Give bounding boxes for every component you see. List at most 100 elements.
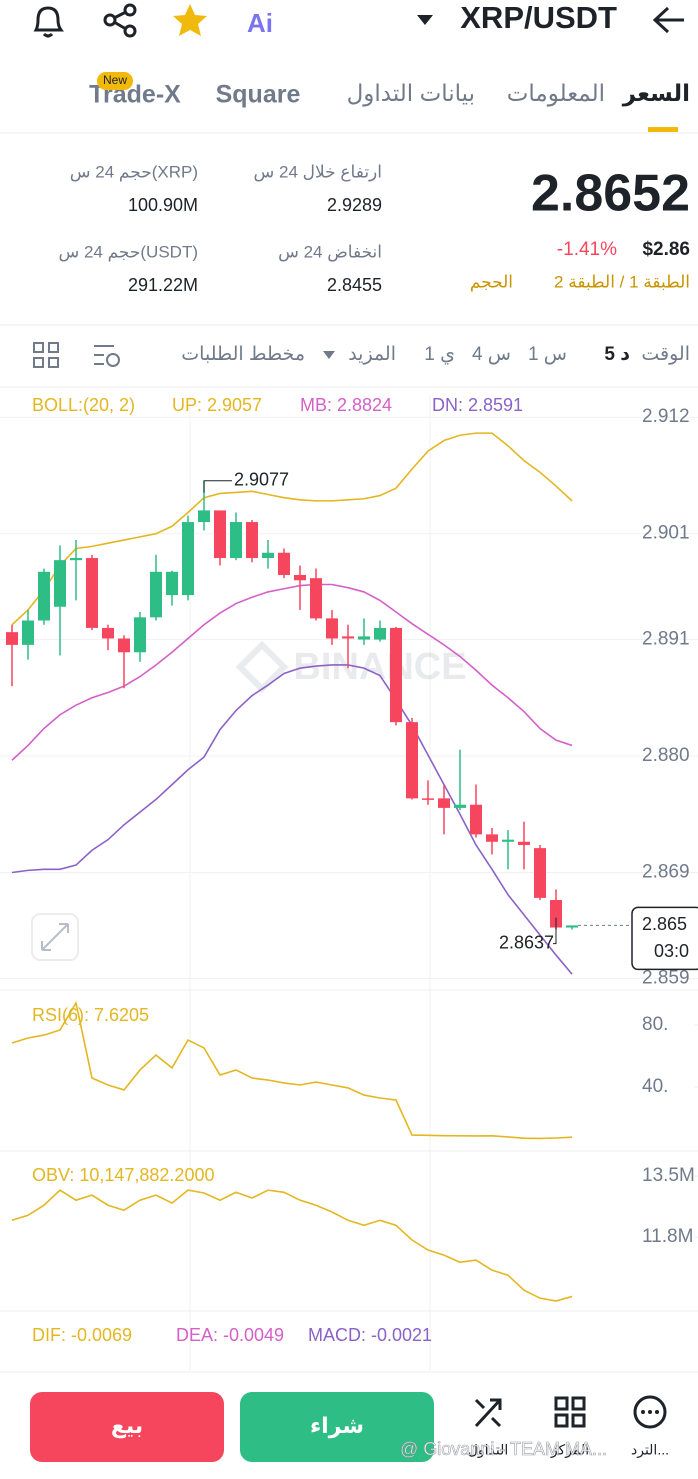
pair-dropdown-caret[interactable] bbox=[417, 15, 433, 25]
tool-label[interactable]: التداول bbox=[468, 1442, 509, 1459]
y-tick-label: 2.891 bbox=[642, 629, 690, 650]
time-label: الوقت bbox=[641, 344, 690, 365]
tab[interactable]: المعلومات bbox=[507, 80, 605, 107]
high-marker bbox=[203, 480, 232, 493]
legend-label: MACD: -0.0021 bbox=[308, 1325, 432, 1345]
tab[interactable]: Square bbox=[216, 81, 301, 109]
y-tick-label: 2.901 bbox=[642, 523, 690, 544]
share-icon[interactable] bbox=[103, 3, 137, 38]
legend-label: MB: 2.8824 bbox=[300, 395, 392, 415]
watermark-text: BINANCE bbox=[293, 646, 466, 688]
legend-label: UP: 2.9057 bbox=[172, 395, 262, 415]
candle-body bbox=[486, 834, 498, 842]
candle-body bbox=[422, 798, 434, 800]
usd-price: $2.86 bbox=[642, 239, 690, 260]
buy-button[interactable] bbox=[240, 1392, 434, 1462]
buy-label[interactable]: شراء bbox=[310, 1413, 364, 1439]
indicator-line bbox=[11, 1189, 573, 1302]
candle-body bbox=[550, 900, 562, 928]
ai-button[interactable]: Ai bbox=[247, 8, 273, 38]
candle-body bbox=[438, 798, 450, 808]
candle-body bbox=[454, 804, 466, 808]
indicator-settings-icon[interactable] bbox=[94, 345, 120, 367]
low-marker bbox=[553, 917, 557, 945]
candle-body bbox=[262, 552, 274, 559]
tab-indicator bbox=[648, 127, 678, 132]
candle-body bbox=[70, 558, 82, 561]
interval[interactable]: 1 ي bbox=[424, 344, 455, 365]
y-tick-label: 13.5M bbox=[642, 1165, 695, 1186]
sell-label[interactable]: بيع bbox=[111, 1413, 143, 1439]
candle-body bbox=[374, 627, 386, 640]
countdown-label: 03:0 bbox=[654, 941, 689, 961]
last-price-label: 2.865 bbox=[642, 914, 687, 934]
tab[interactable]: بيانات التداول bbox=[347, 80, 475, 107]
position-icon[interactable] bbox=[554, 1396, 586, 1428]
new-badge bbox=[97, 72, 133, 90]
more-icon[interactable] bbox=[633, 1395, 667, 1429]
indicator-title: BOLL:(20, 2) bbox=[32, 395, 135, 415]
candle-body bbox=[358, 636, 370, 640]
candle-body bbox=[150, 571, 162, 618]
y-tick-label: 40. bbox=[642, 1076, 668, 1097]
candle-body bbox=[86, 558, 98, 628]
more-caret bbox=[323, 351, 335, 359]
trade-tool-icon[interactable] bbox=[474, 1398, 502, 1428]
back-arrow[interactable] bbox=[652, 6, 684, 34]
candle-body bbox=[406, 722, 418, 799]
favorite-star[interactable] bbox=[173, 4, 207, 36]
legend-label: DEA: -0.0049 bbox=[176, 1325, 284, 1345]
stat-value: 2.8455 bbox=[327, 275, 382, 295]
layers-link[interactable]: الطبقة 1 / الطبقة 2 bbox=[554, 272, 690, 291]
last-price-box bbox=[631, 906, 698, 971]
fullscreen-button[interactable] bbox=[31, 913, 79, 961]
stat-label: حجم 24 س(USDT) bbox=[58, 242, 198, 262]
stat-label: حجم 24 س(XRP) bbox=[70, 162, 198, 182]
candle-body bbox=[502, 839, 514, 842]
candle-body bbox=[566, 925, 578, 928]
depth-chart-tab[interactable]: مخطط الطلبات bbox=[181, 344, 305, 365]
candle-body bbox=[182, 522, 194, 596]
boll-line bbox=[11, 583, 573, 761]
y-tick-label: 80. bbox=[642, 1014, 668, 1035]
tool-label[interactable]: الترد... bbox=[631, 1442, 669, 1459]
stat-label: ارتفاع خلال 24 س bbox=[254, 162, 382, 182]
interval-active[interactable]: 5 د bbox=[604, 344, 630, 365]
price-change: -1.41% bbox=[557, 239, 617, 260]
interval[interactable]: 4 س bbox=[472, 344, 511, 365]
stat-value: 291.22M bbox=[128, 275, 198, 295]
stat-value: 2.9289 bbox=[327, 195, 382, 215]
high-label: 2.9077 bbox=[234, 470, 289, 490]
legend-label: DN: 2.8591 bbox=[432, 395, 523, 415]
low-label: 2.8637 bbox=[499, 932, 554, 952]
binance-watermark bbox=[235, 640, 289, 694]
candle-body bbox=[230, 522, 242, 559]
tab-active[interactable]: السعر bbox=[622, 80, 690, 107]
interval[interactable]: 1 س bbox=[528, 344, 567, 365]
candle-body bbox=[214, 510, 226, 559]
y-tick-label: 11.8M bbox=[642, 1226, 693, 1247]
bell-icon[interactable] bbox=[33, 6, 64, 38]
candle-body bbox=[342, 636, 354, 639]
last-price: 2.8652 bbox=[531, 165, 690, 223]
candle-body bbox=[294, 574, 306, 581]
y-tick-label: 2.880 bbox=[642, 745, 690, 766]
volume-link[interactable]: الحجم bbox=[470, 272, 513, 292]
candle-body bbox=[54, 560, 66, 607]
pair-title[interactable]: XRP/USDT bbox=[460, 0, 617, 35]
new-badge-text: New bbox=[103, 73, 127, 87]
candle-body bbox=[470, 804, 482, 835]
more-dropdown[interactable]: المزيد bbox=[348, 344, 396, 365]
candle-body bbox=[198, 510, 210, 523]
indicator-line bbox=[11, 1000, 573, 1140]
tool-label[interactable]: المركز bbox=[550, 1442, 589, 1459]
candle-body bbox=[518, 841, 530, 845]
chart-frame bbox=[0, 395, 698, 1370]
layout-icon[interactable] bbox=[33, 342, 59, 368]
sell-button[interactable] bbox=[30, 1392, 224, 1462]
candle-body bbox=[310, 578, 322, 619]
credit-watermark: @ Giovanni - TEAM MA... bbox=[400, 1439, 607, 1459]
